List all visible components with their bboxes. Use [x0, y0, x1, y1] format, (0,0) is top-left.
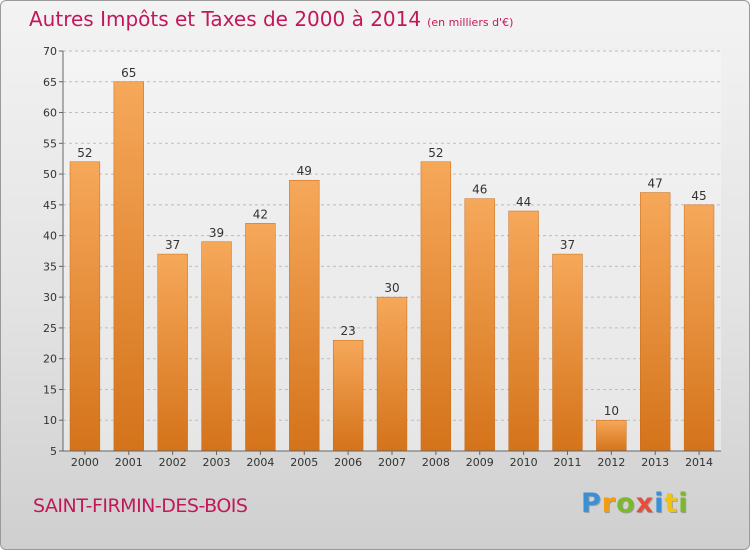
- commune-name: SAINT-FIRMIN-DES-BOIS: [33, 495, 248, 517]
- chart-title: Autres Impôts et Taxes de 2000 à 2014 (en…: [29, 7, 513, 31]
- x-tick-label: 2002: [159, 456, 187, 469]
- y-tick-label: 50: [43, 168, 57, 181]
- y-tick-label: 40: [43, 230, 57, 243]
- x-tick-label: 2001: [115, 456, 143, 469]
- y-tick-label: 10: [43, 414, 57, 427]
- x-tick-label: 2013: [641, 456, 669, 469]
- logo-letter: x: [635, 488, 655, 519]
- y-tick-label: 30: [43, 291, 57, 304]
- x-tick-label: 2009: [466, 456, 494, 469]
- y-tick-label: 70: [43, 45, 57, 58]
- y-axis: 5 10 15 20 25 30 35 40 45 50 55 60 65 70: [43, 45, 64, 458]
- x-tick-label: 2014: [685, 456, 713, 469]
- bar: [464, 198, 495, 452]
- chart-title-text: Autres Impôts et Taxes de 2000 à 2014: [29, 7, 422, 31]
- bar: [157, 253, 188, 452]
- bar-value-label: 65: [121, 66, 136, 80]
- bar: [332, 339, 364, 452]
- bar: [596, 419, 627, 452]
- bar-value-label: 39: [209, 226, 224, 240]
- bar-value-label: 52: [428, 146, 443, 160]
- bar-value-label: 42: [253, 207, 268, 221]
- bar-value-label: 44: [516, 195, 531, 209]
- bar-value-label: 37: [560, 238, 575, 252]
- x-tick-label: 2000: [71, 456, 99, 469]
- x-tick-label: 2012: [597, 456, 625, 469]
- y-tick-label: 60: [43, 107, 57, 120]
- bar-value-label: 52: [77, 146, 92, 160]
- bar-value-label: 46: [472, 183, 487, 197]
- bar: [113, 81, 144, 452]
- bar: [245, 223, 276, 452]
- x-tick-label: 2005: [290, 456, 318, 469]
- bar-value-label: 37: [165, 238, 180, 252]
- bar: [420, 161, 452, 452]
- y-tick-label: 15: [43, 383, 57, 396]
- bar: [683, 204, 715, 452]
- bar-value-label: 47: [648, 177, 663, 191]
- x-tick-label: 2006: [334, 456, 362, 469]
- y-tick-label: 35: [43, 260, 57, 273]
- bars: 52 65 37 39 42 49 23 30 52 46 44 37 10 47 45: [69, 66, 715, 452]
- logo-letter: P: [581, 488, 602, 519]
- bar-value-label: 30: [384, 281, 399, 295]
- bar: [201, 241, 232, 452]
- logo-letter: o: [616, 488, 636, 519]
- proxiti-logo[interactable]: Proxiti: [581, 488, 689, 519]
- y-tick-label: 45: [43, 199, 57, 212]
- bar: [289, 179, 320, 452]
- x-tick-label: 2011: [553, 456, 581, 469]
- bar: [640, 192, 671, 452]
- logo-letter: t: [664, 488, 679, 519]
- y-tick-label: 25: [43, 322, 57, 335]
- x-tick-label: 2010: [510, 456, 538, 469]
- x-tick-label: 2003: [203, 456, 231, 469]
- y-tick-label: 5: [50, 445, 57, 458]
- x-axis: 2000 2001 2002 2003 2004 2005 2006 2007 2008 2009…: [63, 450, 721, 469]
- x-tick-label: 2007: [378, 456, 406, 469]
- x-tick-label: 2004: [246, 456, 274, 469]
- y-tick-label: 55: [43, 137, 57, 150]
- bar: [376, 296, 408, 452]
- bar-value-label: 23: [340, 324, 355, 338]
- logo-letter: r: [601, 488, 617, 519]
- bar-value-label: 49: [297, 164, 312, 178]
- bar-value-label: 10: [604, 404, 619, 418]
- bar-value-label: 45: [691, 189, 706, 203]
- bar: [508, 210, 539, 452]
- y-tick-label: 65: [43, 76, 57, 89]
- bar: [69, 161, 101, 452]
- logo-letter: i: [654, 488, 665, 519]
- logo-letter: i: [678, 488, 689, 519]
- y-tick-label: 20: [43, 353, 57, 366]
- chart-subtitle: (en milliers d'€): [427, 16, 514, 29]
- x-tick-label: 2008: [422, 456, 450, 469]
- bar: [552, 253, 583, 452]
